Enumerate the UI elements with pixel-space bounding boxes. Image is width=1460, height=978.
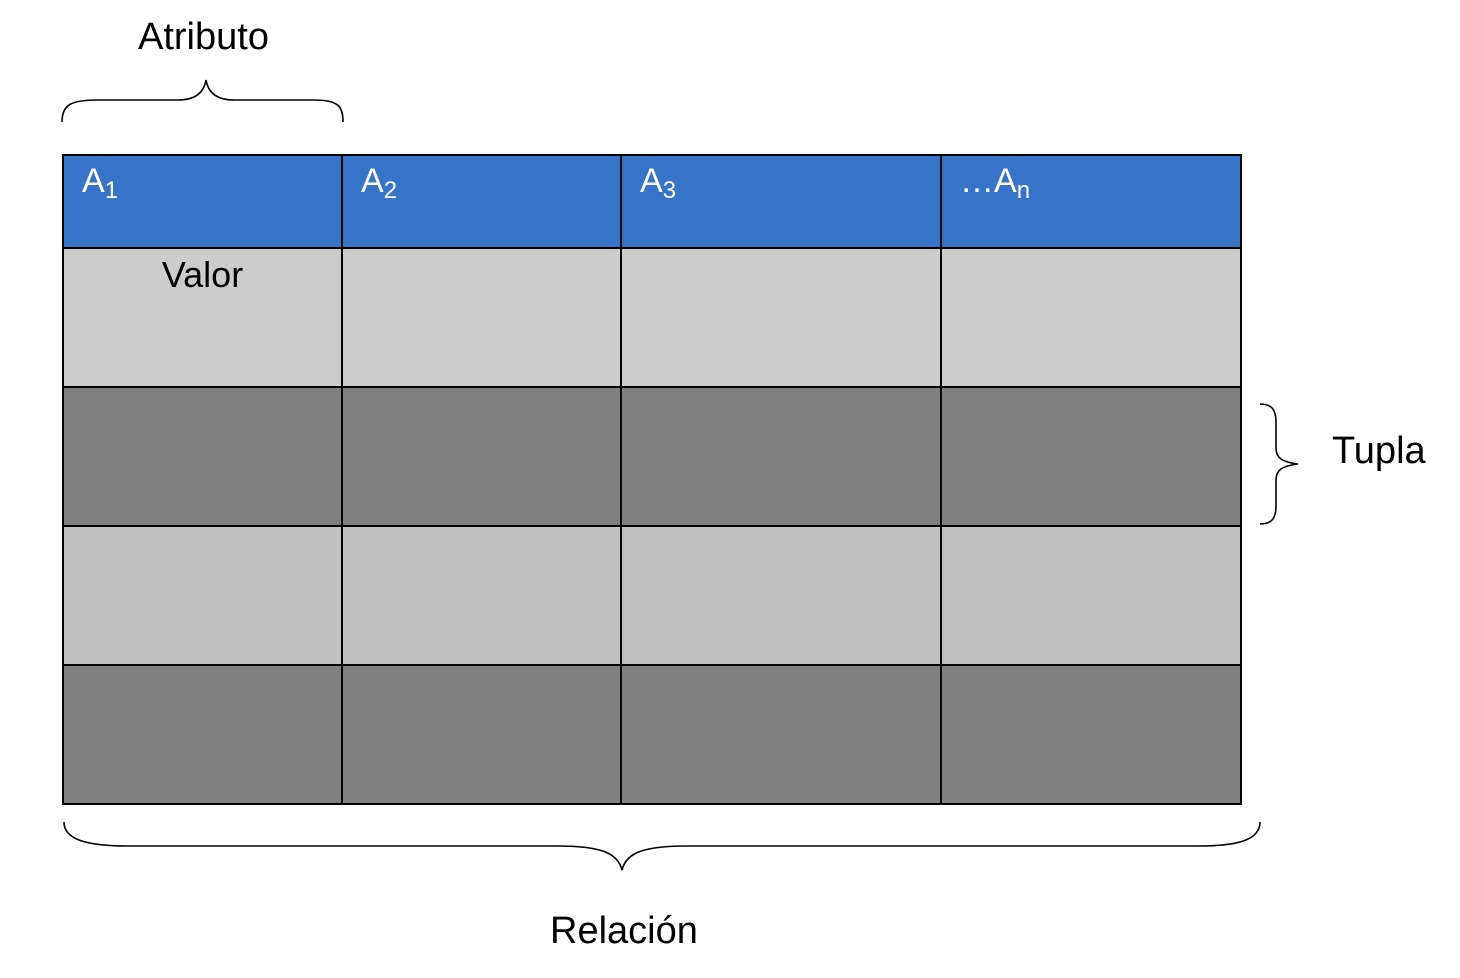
cell-value [343,527,620,535]
value-cell [341,664,622,805]
cell-value [942,666,1240,674]
cell-value [622,249,940,257]
tuple-row [62,664,1242,805]
value-cell [620,386,942,527]
cell-value [64,388,341,396]
tuple-row: Valor [62,247,1242,388]
value-cell [620,664,942,805]
cell-value: Valor [161,254,244,295]
value-cell [940,386,1242,527]
cell-value [343,388,620,396]
cell-value [343,666,620,674]
tuple-row [62,386,1242,527]
header-cell: A3 [620,154,942,249]
value-cell [940,525,1242,666]
attribute-name: A2 [361,162,398,204]
header-cell: A1 [62,154,343,249]
attribute-brace [61,79,344,123]
value-cell [341,525,622,666]
relation-label: Relación [550,910,698,952]
header-cell: …An [940,154,1242,249]
value-cell [620,525,942,666]
tuple-row [62,525,1242,666]
attribute-name: …An [960,162,1031,204]
cell-value [622,388,940,396]
cell-value [942,249,1240,257]
tuple-brace [1259,403,1299,525]
relation-table: A1 A2 A3 …An Valor [62,154,1242,805]
value-cell: Valor [62,247,343,388]
cell-value [942,388,1240,396]
cell-value [64,527,341,535]
relation-brace [63,821,1261,871]
cell-value [343,249,620,257]
attribute-label: Atributo [138,16,269,58]
header-cell: A2 [341,154,622,249]
cell-value [64,666,341,674]
header-row: A1 A2 A3 …An [62,154,1242,249]
attribute-name: A3 [640,162,677,204]
cell-value [622,527,940,535]
value-cell [620,247,942,388]
value-cell [940,664,1242,805]
attribute-name: A1 [82,162,119,204]
value-cell [341,386,622,527]
value-cell [62,664,343,805]
value-cell [62,386,343,527]
cell-value [942,527,1240,535]
cell-value [622,666,940,674]
value-cell [62,525,343,666]
value-cell [940,247,1242,388]
tuple-label: Tupla [1332,430,1426,472]
value-cell [341,247,622,388]
